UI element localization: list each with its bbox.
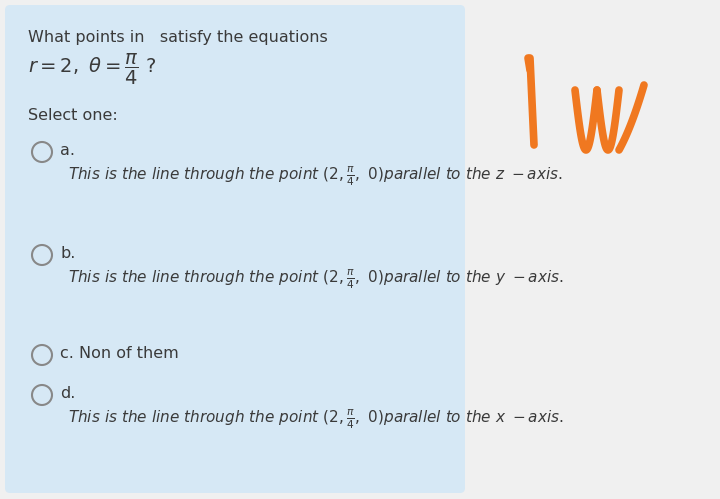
Text: $\mathit{This\ is\ the\ line\ through\ the\ point\ (2,\frac{\pi}{4},\ 0)parallel: $\mathit{This\ is\ the\ line\ through\ t… xyxy=(68,408,564,432)
Text: $r = 2,\ \theta = \dfrac{\pi}{4}\ ?$: $r = 2,\ \theta = \dfrac{\pi}{4}\ ?$ xyxy=(28,52,157,87)
Text: a.: a. xyxy=(60,143,75,158)
Text: c. Non of them: c. Non of them xyxy=(60,346,179,361)
Text: $\mathit{This\ is\ the\ line\ through\ the\ point\ (2,\frac{\pi}{4},\ 0)parallel: $\mathit{This\ is\ the\ line\ through\ t… xyxy=(68,165,563,189)
Text: d.: d. xyxy=(60,386,76,401)
FancyBboxPatch shape xyxy=(5,5,465,493)
Text: $\mathit{This\ is\ the\ line\ through\ the\ point\ (2,\frac{\pi}{4},\ 0)parallel: $\mathit{This\ is\ the\ line\ through\ t… xyxy=(68,268,564,291)
Text: What points in   satisfy the equations: What points in satisfy the equations xyxy=(28,30,328,45)
Text: Select one:: Select one: xyxy=(28,108,118,123)
Text: b.: b. xyxy=(60,246,76,261)
